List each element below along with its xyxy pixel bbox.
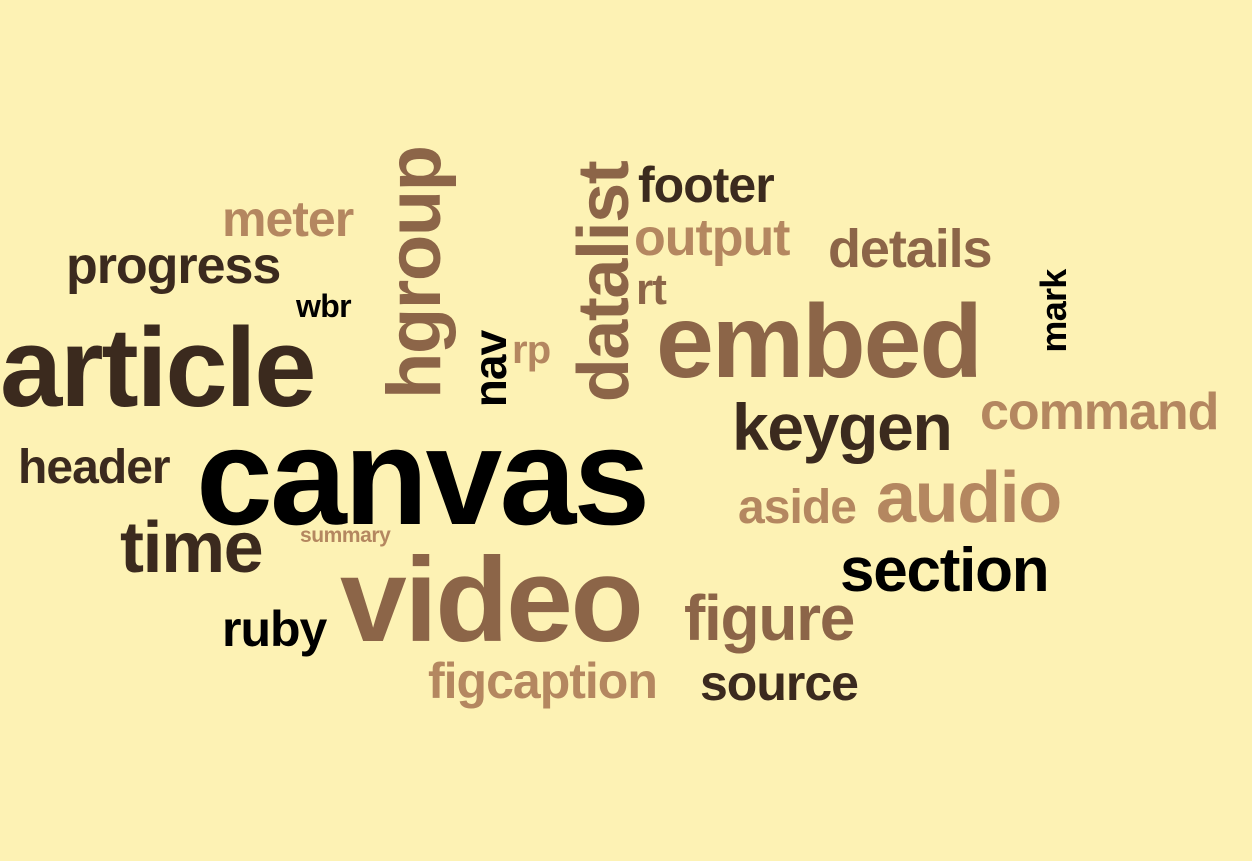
word-time: time [120,508,264,588]
word-keygen: keygen [732,390,953,464]
word-details: details [828,219,993,279]
word-meter: meter [222,191,354,247]
word-rt: rt [636,265,667,314]
word-section: section [840,536,1050,605]
word-footer: footer [638,157,775,213]
word-summary: summary [300,524,391,547]
word-source: source [700,655,859,711]
word-figure: figure [684,582,855,654]
word-figcaption: figcaption [428,653,658,709]
word-rp: rp [512,328,551,372]
word-output: output [634,209,790,267]
word-ruby: ruby [222,601,327,657]
word-command: command [980,383,1219,441]
word-aside: aside [738,481,857,534]
word-embed: embed [656,284,983,400]
word-hgroup: hgroup [372,146,457,399]
word-wbr: wbr [296,288,352,324]
word-datalist: datalist [564,161,644,403]
word-video: video [340,533,644,667]
word-header: header [18,441,171,494]
word-canvas: canvas [196,400,650,554]
word-progress: progress [66,237,281,295]
word-nav: nav [464,330,516,408]
word-audio: audio [876,458,1062,538]
word-mark: mark [1033,269,1074,353]
word-article: article [0,305,317,430]
